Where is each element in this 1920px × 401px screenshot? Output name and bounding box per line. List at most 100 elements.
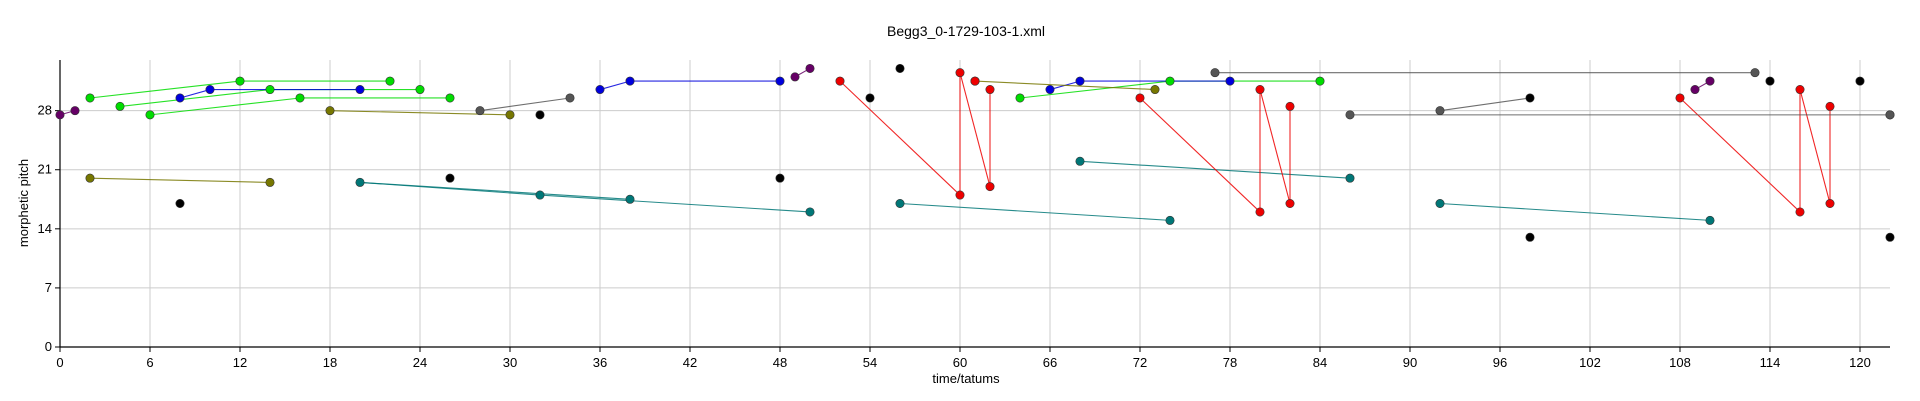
y-tick-label: 7 bbox=[45, 280, 52, 295]
data-point bbox=[1285, 199, 1295, 209]
data-point bbox=[145, 110, 155, 120]
x-tick-label: 12 bbox=[233, 355, 247, 370]
data-point bbox=[445, 93, 455, 103]
x-tick-label: 60 bbox=[953, 355, 967, 370]
data-point bbox=[985, 182, 995, 192]
x-tick-label: 120 bbox=[1849, 355, 1871, 370]
data-point bbox=[355, 85, 365, 95]
series-line bbox=[119, 88, 271, 107]
x-tick-label: 96 bbox=[1493, 355, 1507, 370]
series-line bbox=[1799, 89, 1831, 204]
data-point bbox=[775, 76, 785, 86]
data-point bbox=[1525, 93, 1535, 103]
data-point bbox=[970, 76, 980, 86]
data-point bbox=[1705, 215, 1715, 225]
x-tick-label: 54 bbox=[863, 355, 877, 370]
data-point bbox=[595, 85, 605, 95]
data-point bbox=[85, 93, 95, 103]
data-point bbox=[1885, 232, 1895, 242]
data-point bbox=[235, 76, 245, 86]
data-point bbox=[1690, 85, 1700, 95]
series-line bbox=[1439, 97, 1531, 112]
x-tick-label: 36 bbox=[593, 355, 607, 370]
x-tick-label: 24 bbox=[413, 355, 427, 370]
data-point bbox=[955, 190, 965, 200]
data-point bbox=[535, 190, 545, 200]
data-point bbox=[55, 110, 65, 120]
data-point bbox=[565, 93, 575, 103]
data-point bbox=[1705, 76, 1715, 86]
data-point bbox=[505, 110, 515, 120]
data-point bbox=[1855, 76, 1865, 86]
x-tick-label: 114 bbox=[1760, 355, 1781, 370]
data-point bbox=[1045, 85, 1055, 95]
grid bbox=[59, 60, 1890, 348]
data-point bbox=[1225, 76, 1235, 86]
data-point bbox=[115, 101, 125, 111]
data-point bbox=[445, 173, 455, 183]
tick-labels: 0 6 12 18 24 30 36 42 48 54 60 66 72 78 84 90 96 102 108 11… bbox=[38, 103, 1871, 370]
x-axis-label: time/tatums bbox=[932, 371, 1000, 386]
series-line bbox=[359, 181, 541, 196]
data-point bbox=[1795, 207, 1805, 217]
data-point bbox=[1435, 199, 1445, 209]
data-point bbox=[1435, 106, 1445, 116]
data-point bbox=[805, 207, 815, 217]
x-tick-label: 18 bbox=[323, 355, 337, 370]
x-tick-label: 66 bbox=[1043, 355, 1057, 370]
x-tick-label: 72 bbox=[1133, 355, 1147, 370]
data-point bbox=[385, 76, 395, 86]
series-line bbox=[539, 194, 811, 213]
data-point bbox=[1255, 85, 1265, 95]
series-line bbox=[89, 177, 271, 183]
data-point bbox=[1255, 207, 1265, 217]
data-point bbox=[865, 93, 875, 103]
data-point bbox=[1315, 76, 1325, 86]
data-point bbox=[355, 177, 365, 187]
data-point bbox=[955, 68, 965, 78]
x-tick-label: 102 bbox=[1579, 355, 1601, 370]
x-tick-label: 48 bbox=[773, 355, 787, 370]
data-point bbox=[1885, 110, 1895, 120]
data-point bbox=[325, 106, 335, 116]
y-tick-label: 28 bbox=[38, 103, 52, 118]
data-point bbox=[1210, 68, 1220, 78]
y-tick-label: 21 bbox=[38, 162, 52, 177]
data-point bbox=[1150, 85, 1160, 95]
series-line bbox=[1439, 202, 1711, 221]
y-axis-label: morphetic pitch bbox=[16, 159, 31, 247]
data-point bbox=[790, 72, 800, 82]
data-point bbox=[625, 194, 635, 204]
data-point bbox=[1015, 93, 1025, 103]
series-line bbox=[479, 97, 571, 112]
data-point bbox=[1345, 173, 1355, 183]
series-line bbox=[599, 80, 631, 91]
series-line bbox=[179, 89, 211, 99]
data-point bbox=[625, 76, 635, 86]
chart-title: Begg3_0-1729-103-1.xml bbox=[887, 23, 1045, 39]
data-point bbox=[805, 63, 815, 73]
data-marks bbox=[55, 63, 1895, 242]
y-tick-label: 14 bbox=[38, 221, 52, 236]
data-point bbox=[1285, 101, 1295, 111]
data-point bbox=[985, 85, 995, 95]
series-line bbox=[1679, 97, 1801, 213]
data-point bbox=[175, 93, 185, 103]
series-line bbox=[839, 80, 961, 196]
x-tick-label: 90 bbox=[1403, 355, 1417, 370]
data-point bbox=[1750, 68, 1760, 78]
series-line bbox=[899, 202, 1171, 221]
data-point bbox=[1765, 76, 1775, 86]
data-point bbox=[775, 173, 785, 183]
x-tick-label: 84 bbox=[1313, 355, 1327, 370]
data-point bbox=[85, 173, 95, 183]
data-point bbox=[895, 63, 905, 73]
series-line bbox=[974, 80, 1156, 91]
series-line bbox=[149, 97, 301, 116]
data-point bbox=[1675, 93, 1685, 103]
data-point bbox=[1345, 110, 1355, 120]
x-tick-label: 108 bbox=[1669, 355, 1691, 370]
axes bbox=[55, 60, 1890, 352]
x-tick-label: 6 bbox=[146, 355, 153, 370]
